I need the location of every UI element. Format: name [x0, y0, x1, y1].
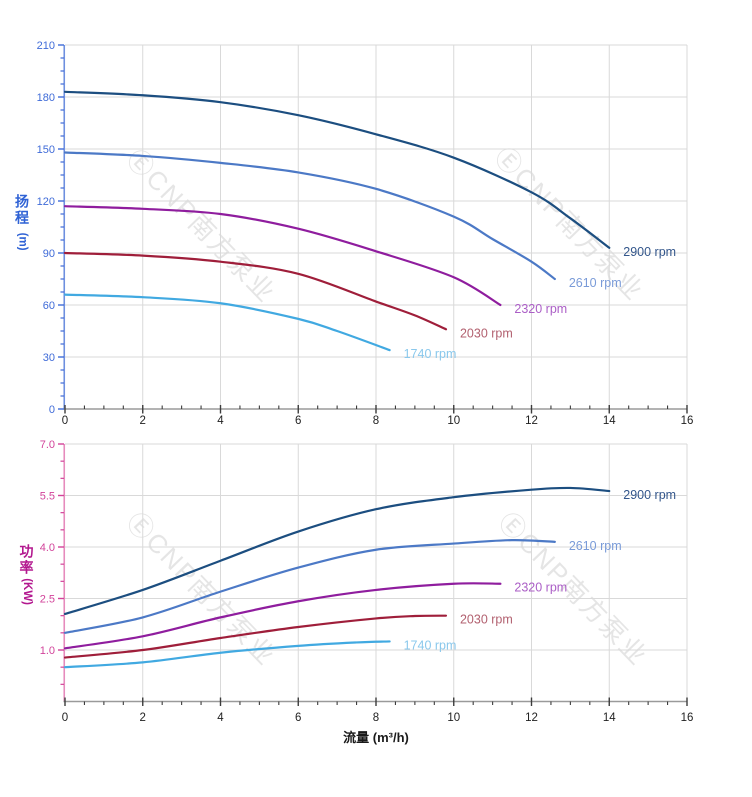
x-tick-label: 14 — [603, 712, 616, 724]
y-tick-label: 150 — [37, 144, 55, 156]
y-tick-label: 90 — [43, 248, 55, 260]
x-tick-label: 4 — [217, 712, 224, 724]
series-label-2900-rpm: 2900 rpm — [623, 245, 676, 259]
y-tick-label: 120 — [37, 196, 55, 208]
series-curve-1740-rpm — [63, 293, 391, 352]
head-axis-title: 扬程 (m) — [13, 194, 31, 251]
x-tick-label: 2 — [140, 415, 146, 427]
x-tick-label: 0 — [62, 415, 68, 427]
series-curve-1740-rpm — [63, 640, 391, 669]
series-curve-2320-rpm — [63, 205, 502, 307]
series-curve-2030-rpm — [63, 614, 448, 659]
y-tick-label: 1.0 — [40, 645, 55, 657]
power-axis-unit: (KW) — [21, 578, 34, 606]
series-label-2320-rpm: 2320 rpm — [514, 302, 567, 316]
series-label-1740-rpm: 1740 rpm — [404, 638, 457, 652]
y-tick-label: 210 — [37, 40, 55, 52]
series-label-2320-rpm: 2320 rpm — [514, 581, 567, 595]
y-tick-label: 5.5 — [40, 491, 55, 503]
flow-axis-title: 流量 (m³/h) — [343, 730, 409, 745]
x-tick-label: 16 — [681, 415, 694, 427]
x-tick-label: 10 — [447, 712, 460, 724]
power-axis-title: 功率 (KW) — [13, 544, 40, 605]
series-curve-2610-rpm — [63, 151, 556, 281]
x-tick-label: 6 — [295, 415, 301, 427]
series-curve-2900-rpm — [63, 486, 611, 616]
series-label-2900-rpm: 2900 rpm — [623, 488, 676, 502]
y-tick-label: 4.0 — [40, 542, 55, 554]
head-axis-title-text: 扬程 — [13, 194, 30, 226]
y-tick-label: 180 — [37, 92, 55, 104]
power-axis-title-text: 功率 — [18, 544, 35, 576]
x-tick-label: 6 — [295, 712, 301, 724]
x-tick-label: 14 — [603, 415, 616, 427]
series-curve-2900-rpm — [63, 90, 611, 249]
x-tick-label: 10 — [447, 415, 460, 427]
x-tick-label: 0 — [62, 712, 68, 724]
series-label-2030-rpm: 2030 rpm — [460, 326, 513, 340]
x-tick-label: 4 — [217, 415, 224, 427]
y-tick-label: 7.0 — [40, 439, 55, 451]
x-tick-label: 8 — [373, 415, 379, 427]
series-label-2030-rpm: 2030 rpm — [460, 613, 513, 627]
head-axis-unit: (m) — [16, 232, 29, 251]
y-tick-label: 2.5 — [40, 594, 55, 606]
series-curve-2030-rpm — [63, 251, 448, 331]
x-tick-label: 8 — [373, 712, 379, 724]
series-label-1740-rpm: 1740 rpm — [404, 347, 457, 361]
x-tick-label: 12 — [525, 712, 538, 724]
x-tick-label: 16 — [681, 712, 694, 724]
series-curve-2320-rpm — [63, 582, 502, 650]
series-label-2610-rpm: 2610 rpm — [569, 539, 622, 553]
x-tick-label: 2 — [140, 712, 146, 724]
series-curve-2610-rpm — [63, 539, 556, 634]
y-tick-label: 30 — [43, 352, 55, 364]
y-tick-label: 0 — [49, 404, 55, 416]
x-tick-label: 12 — [525, 415, 538, 427]
series-label-2610-rpm: 2610 rpm — [569, 276, 622, 290]
y-tick-label: 60 — [43, 300, 55, 312]
watermark-text: ⒺCNP南方泵业 — [121, 143, 282, 308]
